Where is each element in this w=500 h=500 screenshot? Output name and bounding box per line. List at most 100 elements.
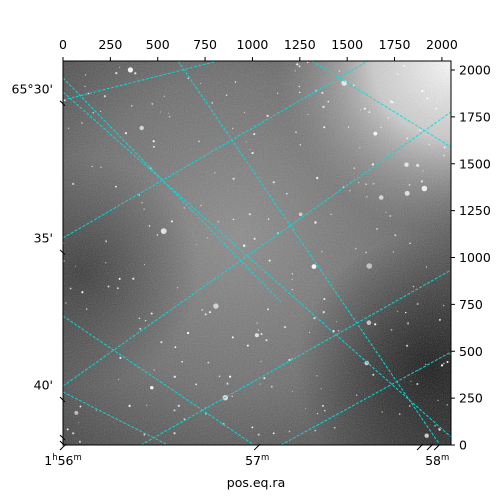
ra-tick <box>433 443 441 451</box>
star <box>231 395 233 398</box>
star <box>426 97 429 100</box>
star <box>394 234 397 237</box>
star <box>183 207 185 209</box>
star <box>404 190 410 196</box>
star <box>153 369 155 371</box>
star <box>412 285 415 288</box>
star <box>81 291 84 294</box>
star <box>408 184 411 186</box>
star <box>286 192 288 195</box>
star <box>79 405 82 408</box>
star <box>365 183 367 185</box>
star <box>359 147 361 149</box>
star <box>187 331 190 335</box>
star <box>392 251 395 253</box>
star <box>249 149 251 151</box>
star <box>347 126 350 128</box>
grid-line <box>311 61 451 148</box>
star <box>425 363 427 365</box>
star <box>156 234 159 236</box>
star <box>143 208 145 210</box>
star <box>363 107 366 110</box>
right-tick-label: 500 <box>459 344 483 359</box>
star <box>148 225 151 227</box>
star <box>327 100 330 103</box>
grid-line <box>63 61 369 239</box>
star <box>81 122 83 124</box>
star <box>321 250 323 253</box>
dec-tick-label: 40' <box>34 378 53 393</box>
star <box>205 413 207 415</box>
star <box>144 320 147 322</box>
star <box>435 107 438 110</box>
star <box>143 433 146 436</box>
star <box>335 321 337 323</box>
star <box>385 211 387 213</box>
star <box>253 133 256 136</box>
star <box>211 102 213 104</box>
star <box>409 242 411 245</box>
star <box>263 377 266 380</box>
star <box>438 318 441 321</box>
ra-tick <box>253 443 261 451</box>
star <box>443 362 445 365</box>
star <box>298 85 300 88</box>
star <box>225 94 228 96</box>
star <box>260 333 263 335</box>
star <box>311 264 317 269</box>
star <box>372 373 375 376</box>
star <box>396 310 398 312</box>
star <box>170 220 173 223</box>
star <box>399 413 401 415</box>
star <box>181 360 184 363</box>
star <box>257 433 260 436</box>
dec-minor-tick <box>59 440 66 447</box>
star <box>168 115 171 118</box>
star <box>254 333 259 338</box>
right-tick-label: 2000 <box>459 63 491 78</box>
star <box>84 85 86 87</box>
star <box>107 285 110 288</box>
star <box>434 424 436 427</box>
star <box>295 131 297 133</box>
star <box>443 154 445 157</box>
star <box>366 196 368 198</box>
star <box>246 344 249 347</box>
star <box>418 369 420 371</box>
star <box>243 244 246 247</box>
star <box>103 95 106 98</box>
star <box>358 182 360 184</box>
right-tick-label: 750 <box>459 297 483 312</box>
star <box>424 433 429 438</box>
star <box>352 84 355 87</box>
star <box>425 266 427 268</box>
star <box>288 430 291 433</box>
star <box>139 327 142 330</box>
star <box>92 112 94 114</box>
star <box>69 287 72 290</box>
dec-minor-tick <box>59 434 66 441</box>
star <box>265 339 268 342</box>
star <box>404 162 409 167</box>
star <box>428 143 431 146</box>
star <box>313 317 316 320</box>
star <box>63 242 65 244</box>
star <box>349 190 351 192</box>
star <box>198 140 200 143</box>
grid-line <box>63 77 282 303</box>
star <box>151 103 153 105</box>
star <box>251 151 254 155</box>
star <box>338 70 341 72</box>
star <box>333 426 336 429</box>
star <box>67 127 70 130</box>
star <box>438 428 440 429</box>
star <box>277 92 279 94</box>
star <box>150 386 154 390</box>
star <box>207 361 210 364</box>
star <box>91 165 93 167</box>
star <box>381 411 383 413</box>
star <box>78 421 80 423</box>
star <box>173 409 176 412</box>
top-tick-label: 1000 <box>237 37 269 52</box>
star <box>141 201 143 204</box>
